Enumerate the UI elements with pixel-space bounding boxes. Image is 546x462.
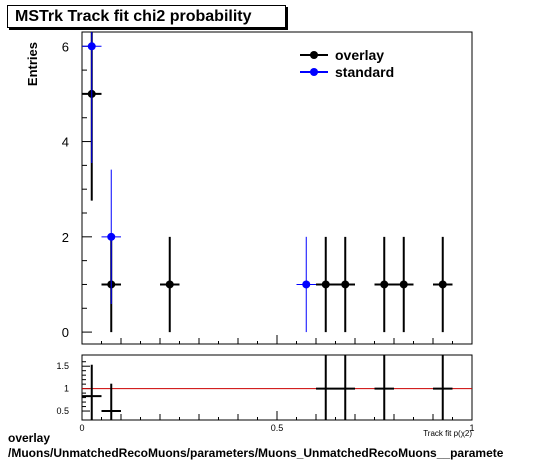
ratio-plot-frame <box>81 354 473 421</box>
y-tick-label: 0 <box>62 325 69 340</box>
data-point <box>399 280 408 289</box>
ratio-y-tick-label: 0.5 <box>56 406 69 416</box>
footer-histogram-path: /Muons/UnmatchedRecoMuons/parameters/Muo… <box>8 446 504 460</box>
data-point <box>302 280 311 289</box>
x-tick-label: 0.5 <box>271 423 284 433</box>
legend-marker <box>310 51 318 59</box>
data-point <box>107 232 116 241</box>
data-point <box>165 280 174 289</box>
x-axis-title: Track fit p(χ2) <box>423 429 472 438</box>
y-tick-label: 4 <box>62 135 69 150</box>
x-tick-label: 1 <box>469 423 474 433</box>
data-point <box>438 280 447 289</box>
footer-dataset-label: overlay <box>8 431 51 445</box>
x-tick-label: 0 <box>79 423 84 433</box>
main-plot-frame <box>81 31 473 345</box>
data-point <box>321 280 330 289</box>
chart-title: MSTrk Track fit chi2 probability <box>15 8 252 25</box>
legend-label: standard <box>335 64 394 80</box>
data-point <box>341 280 350 289</box>
y-tick-label: 2 <box>62 230 69 245</box>
ratio-y-tick-label: 1.5 <box>56 361 69 371</box>
title-box: MSTrk Track fit chi2 probability <box>7 5 286 28</box>
data-point <box>380 280 389 289</box>
y-axis-title: Entries <box>25 42 40 86</box>
ratio-y-tick-label: 1 <box>64 384 69 394</box>
legend-marker <box>310 68 318 76</box>
data-point <box>87 42 96 51</box>
y-tick-label: 6 <box>62 39 69 54</box>
legend-label: overlay <box>335 47 384 63</box>
